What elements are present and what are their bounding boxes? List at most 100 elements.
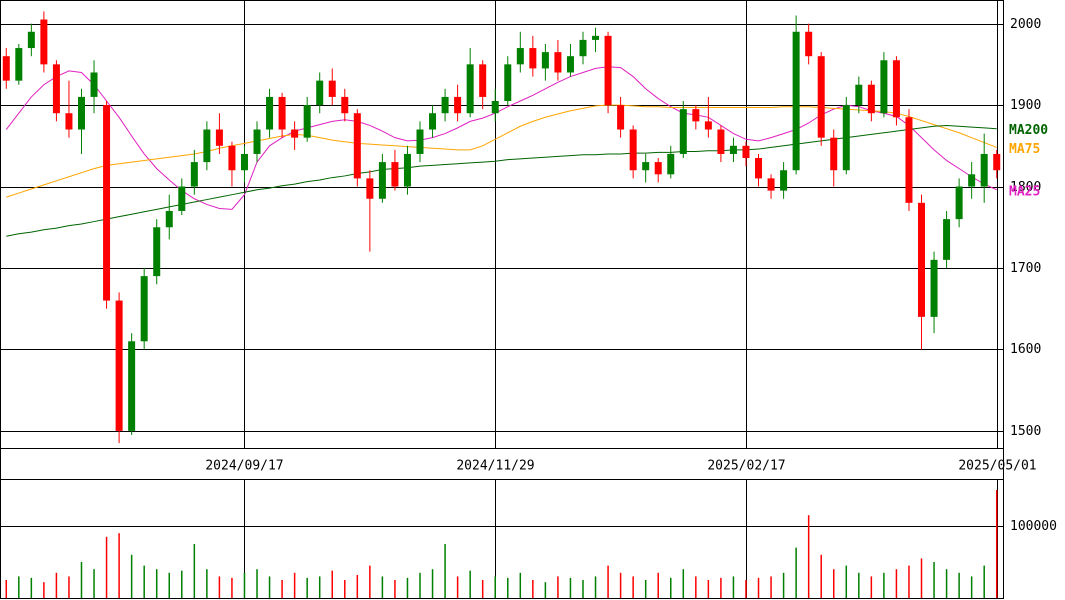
volume-bar xyxy=(105,536,108,598)
volume-bar xyxy=(895,569,898,598)
volume-bar xyxy=(870,576,873,598)
volume-bar xyxy=(883,572,885,598)
candle-body xyxy=(303,105,311,138)
y-tick-label: 1700 xyxy=(1010,261,1041,276)
candle-body xyxy=(215,129,223,146)
candle-body xyxy=(391,162,399,187)
candle-body xyxy=(980,153,988,187)
volume-bar xyxy=(331,570,333,598)
volume-bar xyxy=(507,577,509,598)
y-tick-label: 1900 xyxy=(1010,98,1041,113)
volume-bar xyxy=(281,580,283,598)
plot-frame xyxy=(0,0,1004,599)
volume-bar xyxy=(820,554,822,598)
volume-bar xyxy=(770,576,772,598)
candle-body xyxy=(153,227,161,277)
candle-body xyxy=(278,96,286,130)
candle-body xyxy=(880,60,888,114)
volume-bar xyxy=(419,572,421,598)
volume-bar xyxy=(268,576,271,598)
volume-bar xyxy=(118,533,120,598)
ma-line xyxy=(6,104,997,198)
candle-body xyxy=(955,186,963,220)
volume-bar xyxy=(845,565,848,598)
volume-bar xyxy=(607,565,609,598)
volume-bar xyxy=(93,569,95,598)
x-tick-label: 2024/11/29 xyxy=(456,459,534,474)
candle-body xyxy=(403,153,411,187)
candle-body xyxy=(378,162,386,199)
candle-body xyxy=(190,162,198,187)
volume-bar xyxy=(644,580,647,598)
volume-bar xyxy=(920,558,923,598)
volume-bar xyxy=(594,576,597,598)
volume-bar xyxy=(795,547,797,598)
candle-body xyxy=(617,105,625,130)
candle-body xyxy=(266,96,274,130)
candle-body xyxy=(993,153,1001,171)
volume-bar xyxy=(155,569,158,598)
candle-body xyxy=(228,145,236,171)
volume-bar xyxy=(757,577,760,598)
candle-body xyxy=(466,64,474,114)
y-tick-label: 2000 xyxy=(1010,17,1041,32)
volume-bar xyxy=(569,577,572,598)
candle-body xyxy=(742,145,750,159)
candle-body xyxy=(15,48,23,81)
volume-bar xyxy=(582,580,584,598)
candle-body xyxy=(604,35,612,106)
candle-body xyxy=(667,153,675,175)
candle-body xyxy=(830,137,838,171)
volume-bar xyxy=(908,565,910,598)
volume-bar xyxy=(318,576,321,598)
volume-bar xyxy=(469,570,471,598)
volume-bar xyxy=(707,580,710,598)
candle-body xyxy=(729,145,737,154)
candle-body xyxy=(178,186,186,211)
candle-body xyxy=(353,113,361,179)
volume-bar xyxy=(231,577,233,598)
candle-body xyxy=(642,162,650,171)
volume-bar xyxy=(80,562,83,598)
volume-bar xyxy=(519,572,522,598)
volume-bar xyxy=(832,569,835,598)
candle-body xyxy=(516,48,524,65)
candle-body xyxy=(842,105,850,171)
volume-bar xyxy=(143,565,145,598)
candle-body xyxy=(253,129,261,154)
volume-bar xyxy=(369,565,371,598)
candle-body xyxy=(905,117,913,203)
volume-bar xyxy=(782,572,785,598)
candle-body xyxy=(805,31,813,57)
volume-bar xyxy=(970,576,973,598)
volume-bar xyxy=(306,577,308,598)
volume-bar xyxy=(682,569,685,598)
candle-body xyxy=(717,129,725,154)
candle-body xyxy=(855,84,863,106)
candle-body xyxy=(504,64,512,102)
volume-bar xyxy=(444,544,446,598)
candle-body xyxy=(529,48,537,69)
volume-bar xyxy=(18,576,20,598)
candle-body xyxy=(316,80,324,106)
volume-bar xyxy=(995,490,998,598)
candle-body xyxy=(755,158,763,179)
volume-bar xyxy=(481,580,484,598)
volume-bar xyxy=(68,576,70,598)
volume-bar xyxy=(732,576,735,598)
volume-bar xyxy=(557,576,559,598)
volume-bar xyxy=(431,569,434,598)
candle-body xyxy=(65,113,73,130)
volume-bar xyxy=(243,572,246,598)
volume-bar xyxy=(55,572,58,598)
candle-body xyxy=(2,56,10,81)
volume-bar xyxy=(5,580,8,598)
volume-bar xyxy=(933,562,935,598)
volume-bar xyxy=(695,576,697,598)
candle-body xyxy=(566,56,574,73)
volume-bar xyxy=(670,577,672,598)
ma-line xyxy=(5,66,997,210)
candle-body xyxy=(40,19,48,65)
volume-bar xyxy=(720,577,722,598)
